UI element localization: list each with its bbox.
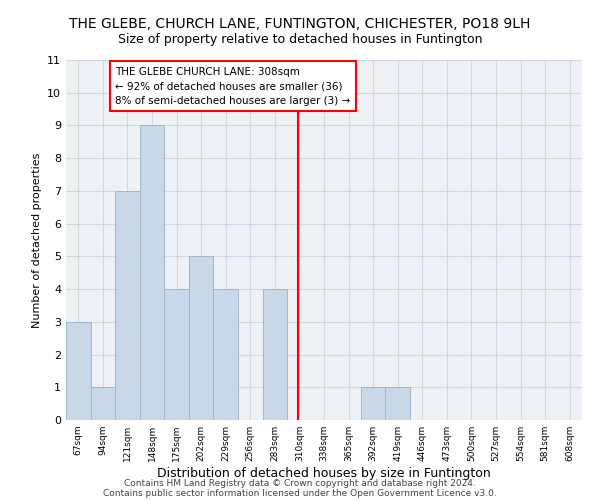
Bar bbox=[66, 322, 91, 420]
Text: THE GLEBE CHURCH LANE: 308sqm
← 92% of detached houses are smaller (36)
8% of se: THE GLEBE CHURCH LANE: 308sqm ← 92% of d… bbox=[115, 66, 350, 106]
Bar bbox=[214, 289, 238, 420]
Text: Size of property relative to detached houses in Funtington: Size of property relative to detached ho… bbox=[118, 32, 482, 46]
Bar bbox=[140, 126, 164, 420]
Bar bbox=[115, 191, 140, 420]
Bar bbox=[385, 388, 410, 420]
Bar bbox=[263, 289, 287, 420]
Bar bbox=[361, 388, 385, 420]
Bar bbox=[164, 289, 189, 420]
Y-axis label: Number of detached properties: Number of detached properties bbox=[32, 152, 41, 328]
Text: Contains HM Land Registry data © Crown copyright and database right 2024.: Contains HM Land Registry data © Crown c… bbox=[124, 478, 476, 488]
Text: Contains public sector information licensed under the Open Government Licence v3: Contains public sector information licen… bbox=[103, 488, 497, 498]
X-axis label: Distribution of detached houses by size in Funtington: Distribution of detached houses by size … bbox=[157, 467, 491, 480]
Text: THE GLEBE, CHURCH LANE, FUNTINGTON, CHICHESTER, PO18 9LH: THE GLEBE, CHURCH LANE, FUNTINGTON, CHIC… bbox=[70, 18, 530, 32]
Bar bbox=[189, 256, 214, 420]
Bar bbox=[91, 388, 115, 420]
